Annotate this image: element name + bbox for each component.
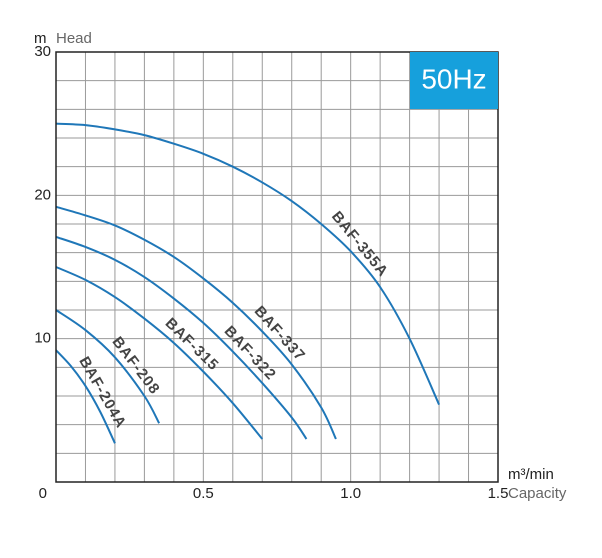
pump-curve bbox=[55, 205, 337, 440]
frequency-badge bbox=[410, 52, 498, 109]
pump-curve bbox=[55, 309, 161, 424]
x-unit: m³/min bbox=[508, 466, 554, 483]
frequency-label: 50Hz bbox=[421, 63, 486, 94]
curve-label: BAF-355A bbox=[328, 208, 392, 280]
x-tick-label: 0.5 bbox=[193, 485, 214, 502]
pump-curve bbox=[55, 235, 308, 440]
x-axis-label: Capacity bbox=[508, 485, 567, 502]
y-unit: m bbox=[34, 30, 47, 47]
y-tick-label: 10 bbox=[34, 330, 51, 347]
x-tick-label: 1.5 bbox=[488, 485, 509, 502]
grid bbox=[56, 52, 498, 482]
x-tick-label: 0 bbox=[39, 485, 47, 502]
y-tick-label: 20 bbox=[34, 186, 51, 203]
curves bbox=[55, 122, 440, 444]
pump-curve bbox=[55, 349, 116, 444]
curve-label: BAF-315 bbox=[162, 315, 222, 375]
x-tick-label: 1.0 bbox=[340, 485, 361, 502]
curve-label: BAF-208 bbox=[109, 334, 164, 398]
pump-curve bbox=[55, 266, 264, 440]
y-axis-label: Head bbox=[56, 30, 92, 47]
pump-curve bbox=[55, 122, 440, 406]
plot-frame bbox=[55, 51, 499, 483]
y-tick-label: 30 bbox=[34, 43, 51, 60]
